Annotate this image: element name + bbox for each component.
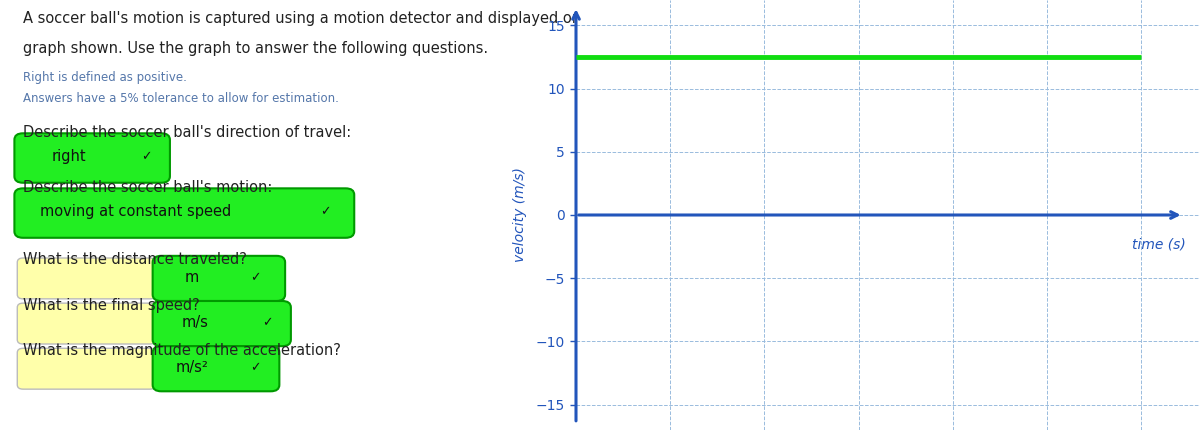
Text: time (s): time (s) — [1132, 238, 1186, 252]
FancyBboxPatch shape — [152, 301, 290, 346]
Text: moving at constant speed: moving at constant speed — [41, 205, 232, 219]
Text: ✓: ✓ — [142, 150, 151, 163]
Text: What is the magnitude of the acceleration?: What is the magnitude of the acceleratio… — [23, 343, 341, 358]
Text: ✓: ✓ — [262, 316, 272, 329]
Text: ✓: ✓ — [251, 361, 262, 374]
Text: right: right — [52, 150, 86, 164]
Text: Describe the soccer ball's direction of travel:: Describe the soccer ball's direction of … — [23, 125, 352, 140]
Text: What is the distance traveled?: What is the distance traveled? — [23, 252, 247, 267]
Text: graph shown. Use the graph to answer the following questions.: graph shown. Use the graph to answer the… — [23, 41, 488, 56]
FancyBboxPatch shape — [17, 303, 156, 344]
Text: What is the final speed?: What is the final speed? — [23, 298, 199, 313]
FancyBboxPatch shape — [14, 188, 354, 238]
FancyBboxPatch shape — [14, 133, 170, 183]
FancyBboxPatch shape — [152, 256, 286, 301]
Text: m/s: m/s — [181, 315, 209, 330]
FancyBboxPatch shape — [17, 348, 156, 389]
FancyBboxPatch shape — [17, 258, 156, 299]
Text: Right is defined as positive.: Right is defined as positive. — [23, 71, 187, 84]
Text: ✓: ✓ — [251, 271, 262, 284]
Text: Answers have a 5% tolerance to allow for estimation.: Answers have a 5% tolerance to allow for… — [23, 92, 338, 105]
Text: Describe the soccer ball's motion:: Describe the soccer ball's motion: — [23, 180, 272, 195]
FancyBboxPatch shape — [152, 346, 280, 391]
Text: ✓: ✓ — [319, 206, 330, 218]
Text: A soccer ball's motion is captured using a motion detector and displayed on the: A soccer ball's motion is captured using… — [23, 11, 610, 26]
Text: m: m — [185, 270, 198, 285]
Text: m/s²: m/s² — [175, 360, 209, 375]
Y-axis label: velocity (m/s): velocity (m/s) — [514, 168, 527, 262]
